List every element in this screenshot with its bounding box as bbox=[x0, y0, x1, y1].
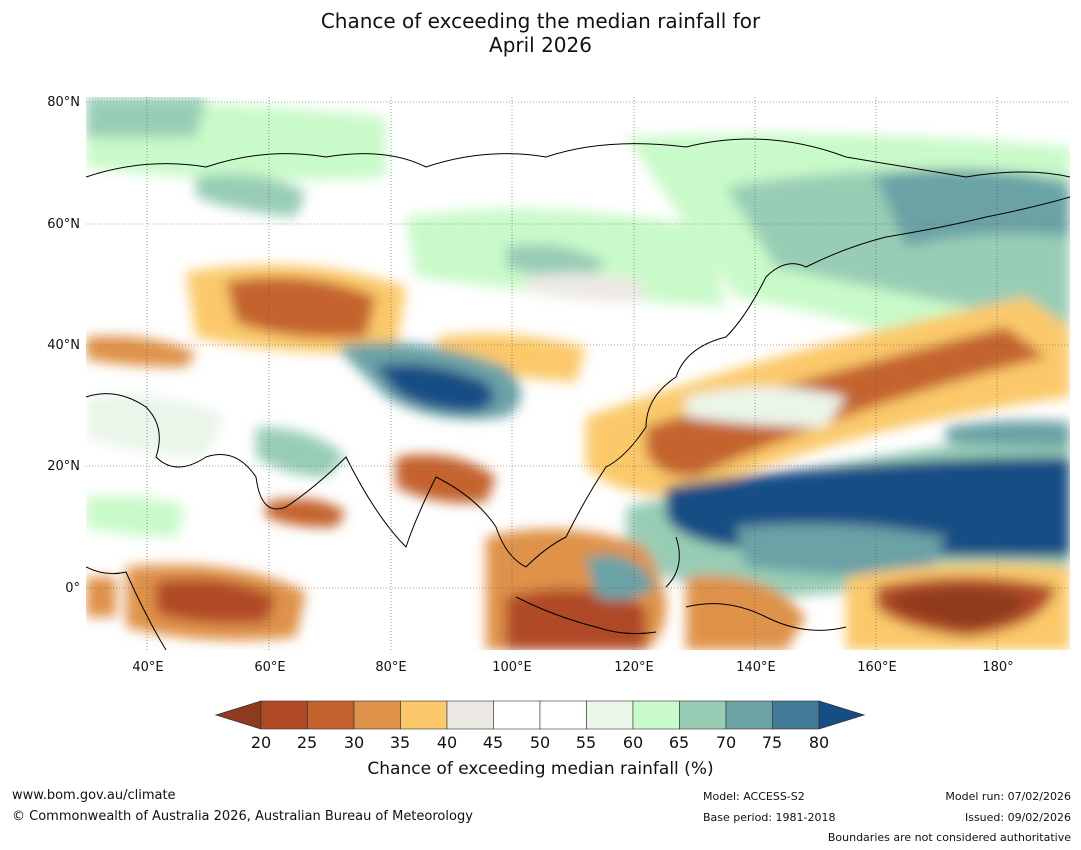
lon-label-160e: 160°E bbox=[857, 660, 897, 675]
colorbar-bin-60-65 bbox=[632, 700, 680, 730]
lat-label-60n: 60°N bbox=[47, 217, 80, 232]
footer-copyright: © Commonwealth of Australia 2026, Austra… bbox=[12, 809, 473, 824]
colorbar-tick-40: 40 bbox=[436, 733, 458, 752]
colorbar-bin-40-45 bbox=[446, 700, 494, 730]
rainfall-map bbox=[86, 97, 1070, 650]
footer-url[interactable]: www.bom.gov.au/climate bbox=[12, 788, 176, 803]
colorbar-tick-30: 30 bbox=[343, 733, 365, 752]
footer-base-period: Base period: 1981-2018 bbox=[703, 811, 836, 824]
lat-label-20n: 20°N bbox=[47, 459, 80, 474]
footer-issued: Issued: 09/02/2026 bbox=[964, 811, 1071, 824]
colorbar-high-arrow bbox=[818, 700, 866, 730]
colorbar-bin-45-50 bbox=[493, 700, 541, 730]
colorbar bbox=[214, 700, 866, 730]
colorbar-tick-45: 45 bbox=[482, 733, 504, 752]
lon-label-180: 180° bbox=[982, 660, 1014, 675]
colorbar-tick-35: 35 bbox=[389, 733, 411, 752]
lat-label-0: 0° bbox=[65, 581, 80, 596]
lat-label-80n: 80°N bbox=[47, 95, 80, 110]
colorbar-bin-70-75 bbox=[725, 700, 773, 730]
colorbar-tick-60: 60 bbox=[622, 733, 644, 752]
colorbar-bin-55-60 bbox=[586, 700, 634, 730]
colorbar-tick-80: 80 bbox=[808, 733, 830, 752]
lon-label-100e: 100°E bbox=[492, 660, 532, 675]
colorbar-tick-75: 75 bbox=[761, 733, 783, 752]
map-title-line1: Chance of exceeding the median rainfall … bbox=[320, 9, 761, 33]
colorbar-bin-25-30 bbox=[307, 700, 355, 730]
lon-label-60e: 60°E bbox=[254, 660, 286, 675]
colorbar-low-arrow bbox=[214, 700, 262, 730]
colorbar-bin-20-25 bbox=[260, 700, 308, 730]
footer-model: Model: ACCESS-S2 bbox=[703, 790, 805, 803]
lon-label-80e: 80°E bbox=[375, 660, 407, 675]
colorbar-bin-65-70 bbox=[679, 700, 727, 730]
lon-label-120e: 120°E bbox=[614, 660, 654, 675]
colorbar-tick-55: 55 bbox=[575, 733, 597, 752]
colorbar-tick-25: 25 bbox=[296, 733, 318, 752]
colorbar-bin-35-40 bbox=[400, 700, 448, 730]
lon-label-40e: 40°E bbox=[132, 660, 164, 675]
colorbar-title: Chance of exceeding median rainfall (%) bbox=[367, 759, 714, 779]
footer-model-run: Model run: 07/02/2026 bbox=[945, 790, 1071, 803]
colorbar-tick-65: 65 bbox=[668, 733, 690, 752]
map-title-line2: April 2026 bbox=[489, 33, 592, 57]
colorbar-tick-20: 20 bbox=[250, 733, 272, 752]
colorbar-bin-50-55 bbox=[539, 700, 587, 730]
colorbar-tick-50: 50 bbox=[529, 733, 551, 752]
lat-label-40n: 40°N bbox=[47, 338, 80, 353]
colorbar-tick-70: 70 bbox=[715, 733, 737, 752]
colorbar-bin-75-80 bbox=[772, 700, 820, 730]
colorbar-bin-30-35 bbox=[353, 700, 401, 730]
lon-label-140e: 140°E bbox=[736, 660, 776, 675]
footer-disclaimer: Boundaries are not considered authoritat… bbox=[827, 831, 1071, 844]
